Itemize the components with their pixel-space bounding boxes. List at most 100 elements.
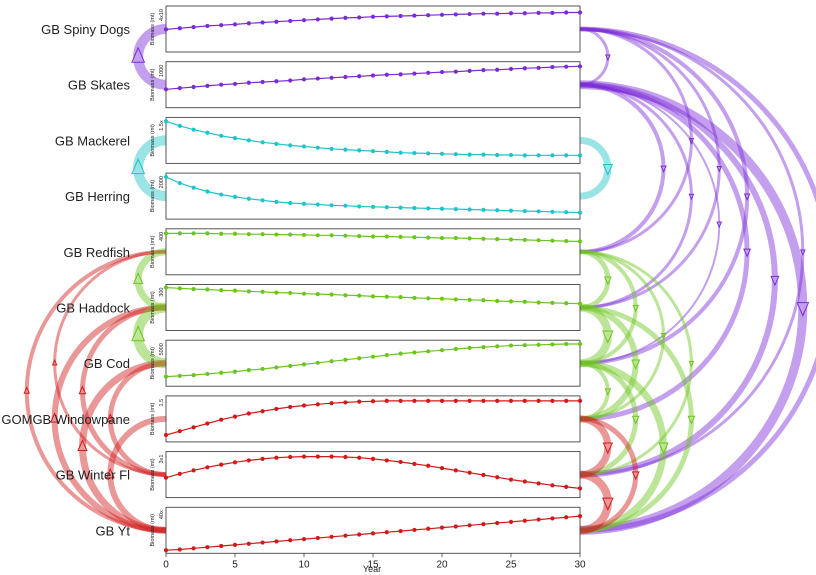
data-point bbox=[191, 127, 196, 132]
data-point bbox=[508, 398, 514, 403]
data-point bbox=[398, 13, 403, 19]
data-point bbox=[260, 198, 265, 203]
data-point bbox=[329, 454, 334, 459]
data-point bbox=[370, 73, 376, 78]
data-point bbox=[191, 425, 196, 430]
interaction-arrow-icon bbox=[631, 359, 641, 370]
interaction-arc bbox=[80, 305, 167, 478]
data-point bbox=[219, 417, 224, 422]
panel-frame bbox=[165, 116, 581, 164]
data-point bbox=[398, 72, 403, 77]
species-label: GOMGB Windowpane bbox=[1, 412, 130, 427]
interaction-arc bbox=[579, 249, 638, 366]
interaction-arrow-icon bbox=[105, 467, 115, 479]
data-point bbox=[495, 11, 500, 16]
data-point bbox=[219, 462, 224, 467]
data-point bbox=[536, 65, 541, 70]
interaction-arc bbox=[107, 415, 167, 534]
data-point bbox=[329, 534, 334, 539]
data-point bbox=[177, 26, 182, 31]
data-point bbox=[219, 370, 224, 375]
panel: GB Cod Biomass (mt) 5000 bbox=[84, 339, 583, 387]
data-point bbox=[426, 235, 431, 240]
data-point bbox=[453, 235, 458, 241]
data-point bbox=[163, 27, 169, 32]
data-point bbox=[564, 153, 569, 158]
data-point bbox=[232, 81, 238, 87]
data-point bbox=[577, 239, 583, 244]
data-point bbox=[412, 235, 417, 240]
data-point bbox=[260, 289, 265, 294]
data-point bbox=[536, 342, 541, 347]
data-point bbox=[274, 141, 279, 146]
data-point bbox=[453, 207, 458, 212]
data-point bbox=[191, 546, 196, 551]
data-point bbox=[495, 237, 500, 242]
x-tick-label: 25 bbox=[505, 559, 517, 570]
data-point bbox=[260, 366, 265, 372]
y-tick-label: 40x bbox=[159, 510, 165, 519]
data-point bbox=[288, 18, 293, 24]
data-point bbox=[384, 205, 389, 210]
data-point bbox=[522, 208, 527, 214]
interaction-arc bbox=[579, 416, 639, 533]
data-point bbox=[163, 548, 169, 553]
data-point bbox=[177, 286, 182, 291]
data-point bbox=[315, 535, 320, 541]
data-point bbox=[219, 23, 224, 28]
data-point bbox=[370, 14, 376, 19]
data-point bbox=[301, 144, 307, 149]
series-line bbox=[165, 400, 580, 436]
data-point bbox=[577, 64, 583, 69]
y-tick-label: 1.5 bbox=[159, 399, 165, 407]
data-point bbox=[232, 414, 238, 419]
y-tick-label: 1000 bbox=[159, 65, 165, 77]
data-point bbox=[453, 398, 458, 403]
interaction-arrow-icon bbox=[604, 54, 611, 62]
interaction-arc bbox=[579, 83, 721, 365]
data-point bbox=[384, 72, 389, 77]
y-tick-label: 400 bbox=[159, 232, 165, 241]
data-point bbox=[536, 209, 541, 214]
data-point bbox=[288, 78, 293, 83]
data-point bbox=[453, 468, 458, 473]
species-label: GB Winter Fl bbox=[56, 468, 131, 483]
data-point bbox=[232, 369, 238, 374]
interaction-arc bbox=[24, 249, 167, 533]
data-point bbox=[246, 80, 251, 85]
data-point bbox=[301, 291, 307, 296]
data-point bbox=[426, 398, 431, 403]
data-point bbox=[177, 373, 182, 378]
data-point bbox=[357, 293, 362, 298]
data-point bbox=[370, 354, 376, 359]
interaction-arrow-icon bbox=[716, 165, 723, 173]
data-point bbox=[564, 484, 569, 489]
data-point bbox=[177, 547, 182, 552]
data-point bbox=[205, 371, 210, 377]
interaction-arrow-icon bbox=[716, 221, 723, 229]
interaction-arc bbox=[579, 136, 612, 200]
interaction-arc bbox=[579, 80, 808, 535]
interaction-arc bbox=[134, 248, 167, 311]
data-point bbox=[508, 11, 514, 16]
interaction-arrow-icon bbox=[743, 193, 751, 201]
data-point bbox=[453, 297, 458, 302]
data-point bbox=[536, 300, 541, 305]
data-point bbox=[219, 231, 224, 236]
data-point bbox=[357, 204, 362, 209]
data-point bbox=[301, 403, 307, 408]
data-point bbox=[481, 298, 486, 303]
interaction-arc bbox=[133, 24, 167, 90]
data-point bbox=[163, 119, 169, 124]
y-tick-label: 1.5x bbox=[159, 120, 165, 131]
interaction-arrow-icon bbox=[78, 385, 87, 395]
data-point bbox=[467, 523, 472, 528]
data-point bbox=[288, 404, 293, 410]
data-point bbox=[467, 297, 472, 302]
data-point bbox=[315, 360, 320, 365]
data-point bbox=[232, 194, 238, 199]
data-point bbox=[357, 148, 362, 153]
data-point bbox=[467, 470, 472, 475]
panel-frame bbox=[165, 284, 581, 331]
data-point bbox=[288, 290, 293, 296]
